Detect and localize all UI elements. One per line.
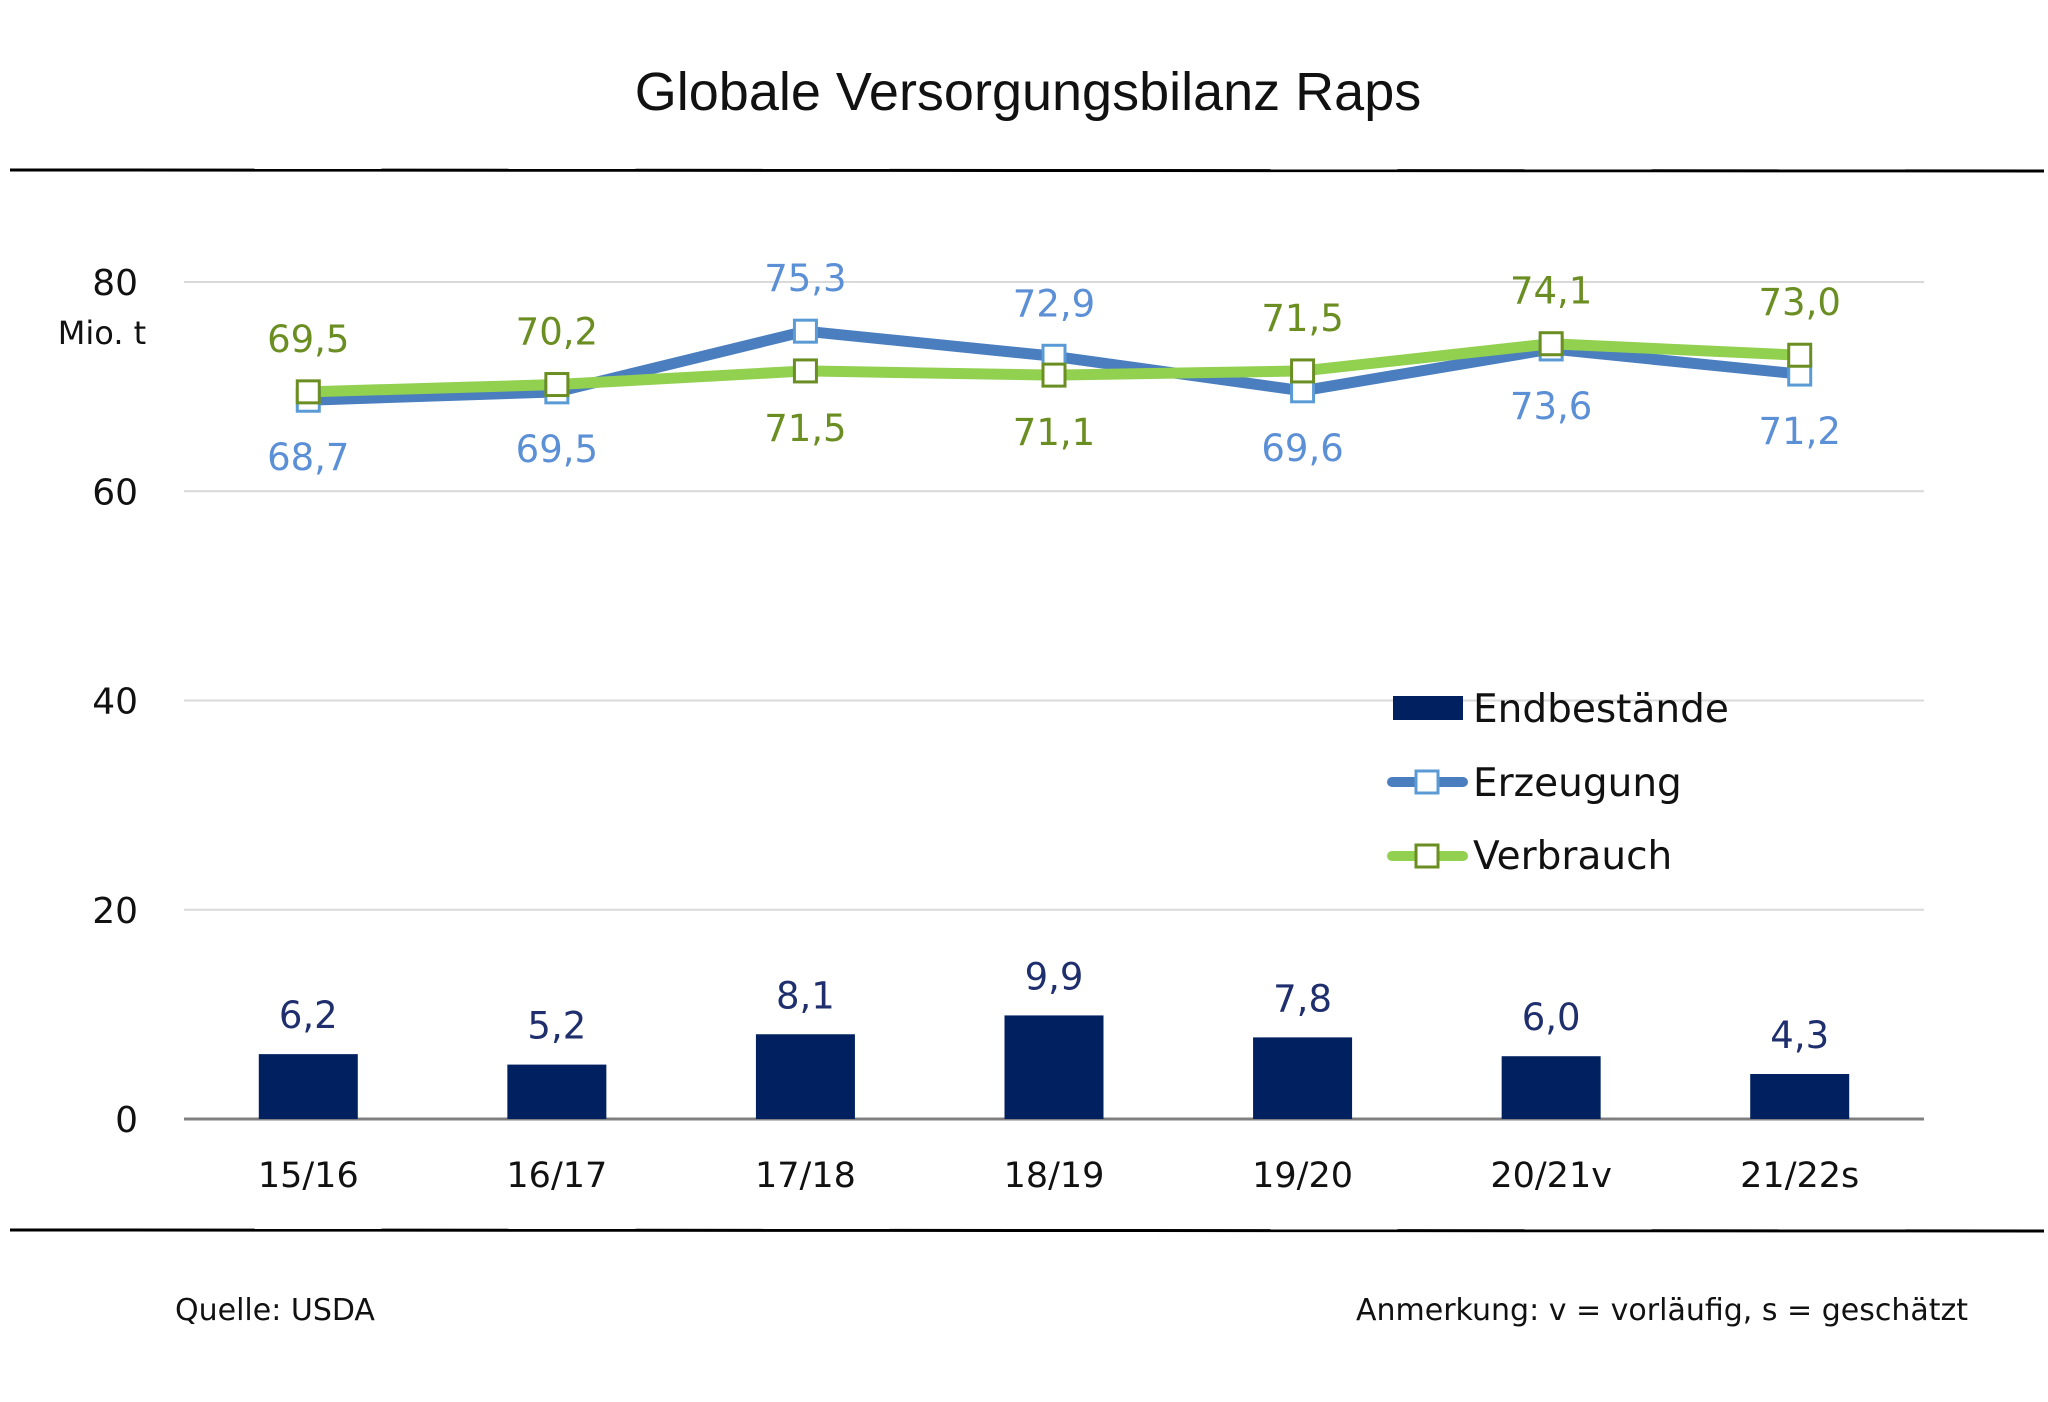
- y-tick-label: 20: [92, 891, 138, 932]
- bottom-rule: [9, 1228, 2045, 1233]
- data-label-verbrauch: 71,5: [1261, 297, 1343, 340]
- bar-value-label: 8,1: [776, 974, 835, 1017]
- bars-endbestaende: 6,2 5,2 8,1 9,9 7,8 6,0 4,3: [258, 955, 1850, 1119]
- marker-verbrauch: [1290, 358, 1316, 384]
- bar-value-label: 6,0: [1522, 996, 1581, 1039]
- y-tick-label: 60: [92, 472, 138, 513]
- annotation-note: Anmerkung: v = vorläufig, s = geschätzt: [1356, 1293, 1968, 1328]
- bar-value-label: 5,2: [527, 1005, 586, 1048]
- bar: [1004, 1015, 1104, 1119]
- marker-verbrauch: [295, 379, 321, 405]
- legend-swatch-bar: [1393, 696, 1463, 720]
- bar: [507, 1064, 607, 1119]
- data-label-erzeugung: 75,3: [764, 257, 846, 300]
- legend-item-verbrauch: Verbrauch: [1387, 834, 1672, 879]
- data-label-erzeugung: 71,2: [1759, 410, 1841, 453]
- bar-value-label: 6,2: [279, 994, 338, 1037]
- data-label-verbrauch: 71,1: [1013, 411, 1095, 454]
- x-category-label: 16/17: [506, 1156, 607, 1196]
- bar: [755, 1034, 855, 1119]
- data-label-erzeugung: 69,5: [516, 428, 598, 471]
- legend-label: Verbrauch: [1473, 834, 1672, 879]
- bar: [1501, 1056, 1601, 1119]
- x-category-label: 21/22s: [1740, 1156, 1859, 1196]
- bar-value-label: 7,8: [1273, 977, 1332, 1020]
- source-note: Quelle: USDA: [175, 1293, 375, 1328]
- data-label-verbrauch: 74,1: [1510, 270, 1592, 313]
- legend-item-endbestaende: Endbestände: [1393, 687, 1729, 732]
- y-tick-label: 40: [92, 682, 138, 723]
- marker-verbrauch: [792, 358, 818, 384]
- bar: [1750, 1074, 1850, 1119]
- x-axis-categories: 15/16 16/17 17/18 18/19 19/20 20/21v 21/22s: [258, 1156, 1859, 1196]
- x-category-label: 18/19: [1004, 1156, 1105, 1196]
- x-category-label: 19/20: [1252, 1156, 1353, 1196]
- marker-verbrauch: [1041, 362, 1067, 388]
- legend-item-erzeugung: Erzeugung: [1387, 761, 1682, 806]
- marker-verbrauch: [544, 372, 570, 398]
- bar-value-label: 9,9: [1025, 955, 1084, 998]
- legend: Endbestände Erzeugung Verbrauch: [1387, 687, 1729, 879]
- y-tick-label: 0: [115, 1100, 138, 1141]
- data-label-erzeugung: 68,7: [267, 436, 349, 479]
- data-label-verbrauch: 73,0: [1759, 281, 1841, 324]
- x-category-label: 15/16: [258, 1156, 359, 1196]
- data-label-verbrauch: 69,5: [267, 318, 349, 361]
- marker-erzeugung: [792, 318, 818, 344]
- data-label-verbrauch: 71,5: [764, 407, 846, 450]
- legend-label: Erzeugung: [1473, 761, 1682, 806]
- legend-marker-square: [1414, 769, 1440, 795]
- top-rule: [9, 168, 2045, 173]
- bar-value-label: 4,3: [1770, 1014, 1829, 1057]
- data-label-erzeugung: 69,6: [1261, 427, 1343, 470]
- bar: [1253, 1037, 1353, 1119]
- data-label-verbrauch: 70,2: [516, 311, 598, 354]
- chart-title: Globale Versorgungsbilanz Raps: [635, 62, 1421, 122]
- y-axis-unit-label: Mio. t: [58, 314, 146, 352]
- bar: [258, 1054, 358, 1119]
- marker-verbrauch: [1787, 342, 1813, 368]
- data-label-erzeugung: 73,6: [1510, 385, 1592, 428]
- marker-verbrauch: [1538, 331, 1564, 357]
- x-category-label: 17/18: [755, 1156, 856, 1196]
- legend-marker-square: [1414, 843, 1440, 869]
- y-tick-label: 80: [92, 263, 138, 304]
- x-category-label: 20/21v: [1490, 1156, 1612, 1196]
- y-axis-ticks: 0 20 40 60 80: [92, 263, 138, 1141]
- legend-label: Endbestände: [1473, 687, 1729, 732]
- lines: 68,7 69,5 75,3 72,9 69,6 73,6 71,2 69,5 70,2 71,5…: [267, 257, 1841, 479]
- data-label-erzeugung: 72,9: [1013, 282, 1095, 325]
